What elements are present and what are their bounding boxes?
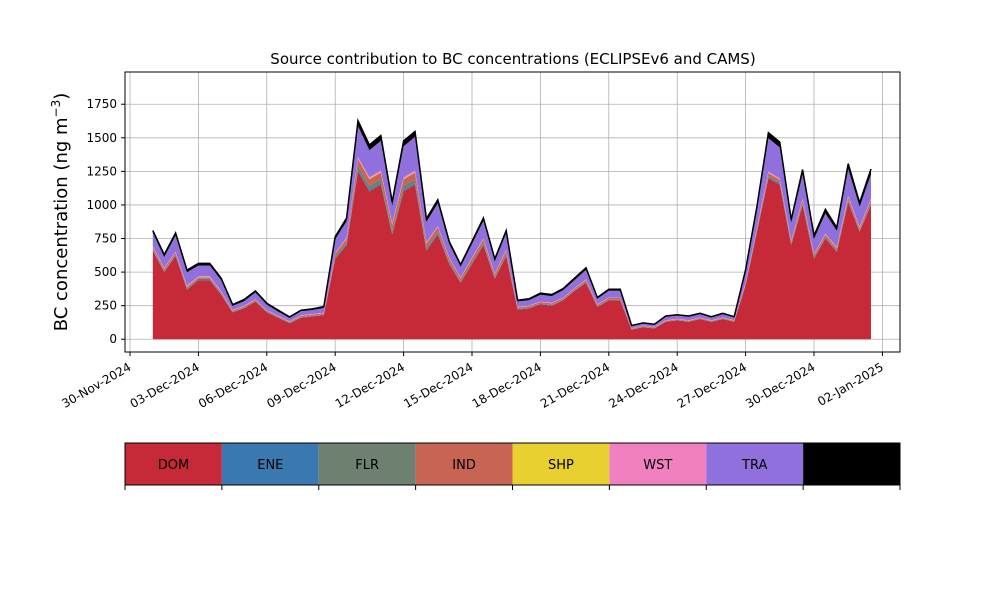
y-tick-label: 250: [94, 299, 117, 313]
legend-swatch-flr: [318, 443, 416, 485]
legend-swatch-shp: [512, 443, 610, 485]
y-tick-label: 750: [94, 232, 117, 246]
y-tick-label: 1500: [86, 131, 117, 145]
legend-swatch-ene: [221, 443, 319, 485]
y-tick-label: 0: [109, 332, 117, 346]
plot-frame: [124, 71, 901, 353]
y-tick-label: 1750: [86, 97, 117, 111]
legend-swatch-wst: [609, 443, 707, 485]
y-tick-label: 500: [94, 265, 117, 279]
legend-label: FLR: [355, 458, 379, 473]
legend-label: DOM: [158, 458, 189, 473]
legend: DOM ENE FLR IND SHP WST TRA BB: [124, 442, 901, 490]
legend-label: IND: [452, 458, 476, 473]
stacked-areas: [152, 120, 872, 340]
chart-title: Source contribution to BC concentrations…: [270, 50, 755, 68]
area-dom: [152, 171, 872, 340]
legend-label: SHP: [548, 458, 574, 473]
legend-swatch-tra: [706, 443, 804, 485]
y-tick-label: 1000: [86, 198, 117, 212]
legend-swatch-dom: [125, 443, 222, 485]
legend-label: ENE: [257, 458, 283, 473]
y-tick-label: 1250: [86, 164, 117, 178]
y-axis: 0 250 500 750 1000 1250 1500 1750: [86, 97, 125, 346]
legend-swatch-bb: [803, 443, 900, 485]
legend-label: WST: [643, 458, 672, 473]
legend-label: BB: [843, 458, 861, 473]
legend-label: TRA: [741, 458, 767, 473]
legend-frame: [124, 442, 901, 486]
legend-swatch-ind: [415, 443, 513, 485]
total-line: [152, 118, 872, 327]
y-axis-label: BC concentration (ng m−3): [49, 93, 72, 332]
